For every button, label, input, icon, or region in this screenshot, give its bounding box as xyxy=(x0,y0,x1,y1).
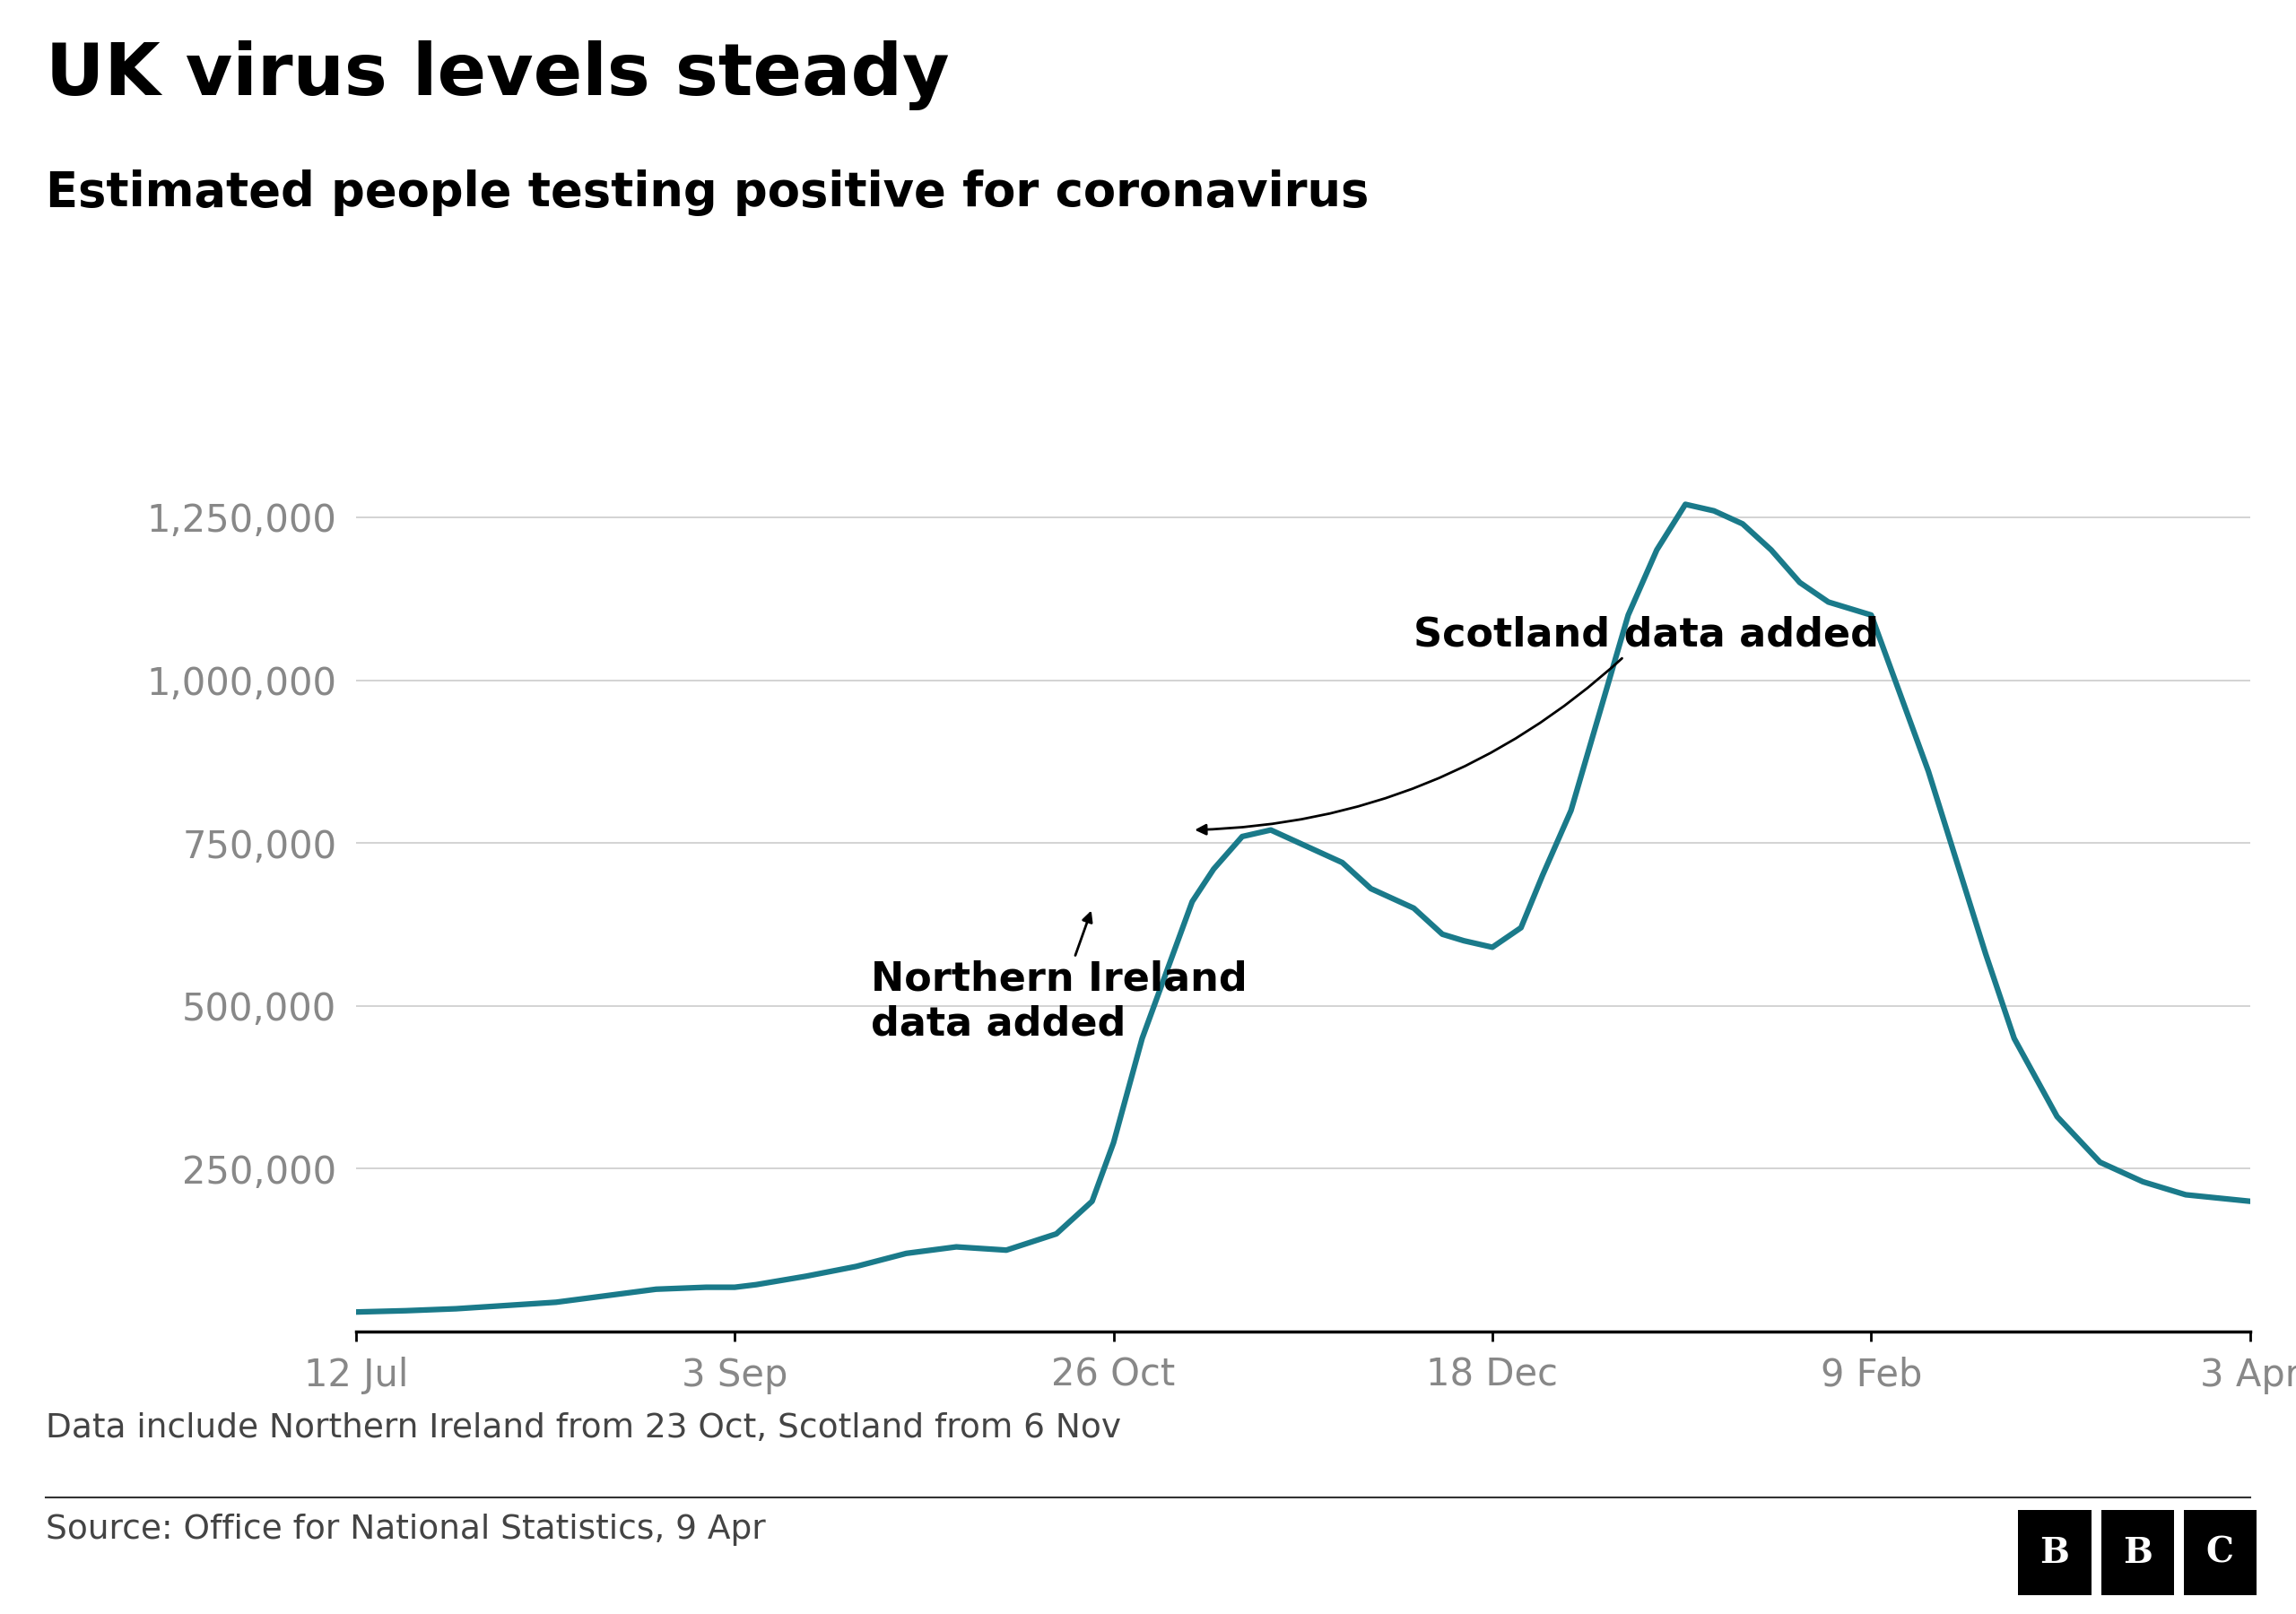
Text: B: B xyxy=(2122,1535,2151,1570)
FancyBboxPatch shape xyxy=(2183,1511,2257,1595)
Text: Estimated people testing positive for coronavirus: Estimated people testing positive for co… xyxy=(46,169,1368,216)
Text: C: C xyxy=(2206,1535,2234,1570)
Text: B: B xyxy=(2039,1535,2069,1570)
Text: Source: Office for National Statistics, 9 Apr: Source: Office for National Statistics, … xyxy=(46,1514,767,1546)
Text: Data include Northern Ireland from 23 Oct, Scotland from 6 Nov: Data include Northern Ireland from 23 Oc… xyxy=(46,1412,1120,1445)
Text: Northern Ireland
data added: Northern Ireland data added xyxy=(870,914,1247,1044)
FancyBboxPatch shape xyxy=(2018,1511,2092,1595)
FancyBboxPatch shape xyxy=(2101,1511,2174,1595)
Text: Scotland data added: Scotland data added xyxy=(1199,615,1878,834)
Text: UK virus levels steady: UK virus levels steady xyxy=(46,40,951,110)
